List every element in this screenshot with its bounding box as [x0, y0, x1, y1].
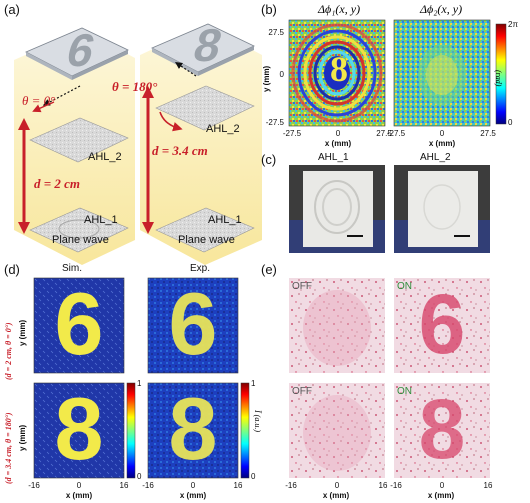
exp-title: Exp. — [190, 263, 211, 274]
stain-digit-8: 8 — [418, 382, 466, 476]
b-ytick-bottom: -27.5 — [265, 118, 284, 127]
exp-colorbar-bottom: 0 — [251, 472, 256, 481]
sim-title: Sim. — [62, 263, 82, 274]
b-ytick-top: 27.5 — [268, 28, 284, 37]
d-exp-xtick-mid: 0 — [190, 481, 196, 490]
panel-label-d: (d) — [4, 262, 20, 277]
exp-map-6 — [147, 277, 239, 374]
phase-map-2-title: Δϕ₂(x, y) — [420, 2, 463, 16]
intensity-colorbar-label: Ī (a.u.) — [253, 410, 262, 432]
sim-colorbar — [126, 382, 136, 479]
b-ytick-mid: 0 — [279, 70, 284, 79]
phase-colorbar — [495, 23, 507, 125]
exp-map-8 — [147, 382, 239, 479]
stain-off-8 — [289, 383, 385, 478]
stain-on-6 — [394, 278, 490, 373]
row2-condition-label: (d = 3.4 cm, θ = 180°) — [4, 412, 13, 484]
b2-xtick-right: 27.5 — [480, 129, 496, 138]
sim-colorbar-top: 1 — [137, 379, 142, 388]
b1-xtick-mid: 0 — [335, 129, 341, 138]
photo-ahl1-title: AHL_1 — [318, 152, 349, 163]
sim-digit-6: 6 — [54, 274, 104, 373]
sim-map-8 — [33, 382, 125, 479]
exp-digit-6: 6 — [168, 274, 218, 373]
b1-xtick-right: 27.5 — [376, 129, 392, 138]
on-label-row1: ON — [397, 281, 412, 292]
row1-condition-label: (d = 2 cm, θ = 0°) — [4, 322, 13, 380]
b1-xtick-left: -27.5 — [282, 129, 302, 138]
off-label-row2: OFF — [292, 386, 312, 397]
d-sim-xlabel: x (mm) — [65, 491, 93, 500]
digit-mask-left: 6 — [61, 24, 101, 76]
phase-map-2 — [393, 19, 491, 127]
plane-wave-right-label: Plane wave — [178, 234, 235, 246]
stain-digit-6: 6 — [418, 277, 466, 371]
stain-on-8 — [394, 383, 490, 478]
panel-label-c: (c) — [261, 152, 277, 167]
b-ylabel: y (mm) — [262, 65, 271, 92]
e-on-xtick-right: 16 — [483, 481, 493, 490]
d-sim-xtick-mid: 0 — [76, 481, 82, 490]
d-exp-xtick-right: 16 — [233, 481, 243, 490]
b2-xtick-left: -27.5 — [386, 129, 406, 138]
e-on-xtick-left: -16 — [390, 481, 402, 490]
b2-xtick-mid: 0 — [439, 129, 445, 138]
exp-colorbar-top: 1 — [251, 379, 256, 388]
photo-ahl1 — [289, 165, 385, 253]
theta-right-label: θ = 180° — [112, 79, 158, 94]
phase-colorbar-bottom: 0 — [508, 118, 513, 127]
photo-ahl2 — [394, 165, 490, 253]
sim-digit-8: 8 — [54, 379, 104, 478]
phase-map-1 — [288, 19, 386, 127]
theta-left-label: θ = 0° — [22, 93, 56, 108]
e-off-xtick-mid: 0 — [334, 481, 340, 490]
d-exp-xtick-left: -16 — [142, 481, 154, 490]
d-row1-ylabel: y (mm) — [18, 319, 27, 346]
d-sim-xtick-left: -16 — [28, 481, 40, 490]
panel-label-a: (a) — [4, 2, 20, 17]
b2-xlabel: x (mm) — [428, 139, 456, 148]
exp-digit-8: 8 — [168, 379, 218, 478]
ahl1-right-label: AHL_1 — [208, 214, 242, 226]
ahl2-right-label: AHL_2 — [206, 123, 240, 135]
phase-colorbar-top: 2π — [508, 20, 518, 29]
b1-xlabel: x (mm) — [324, 139, 352, 148]
d-sim-xtick-right: 16 — [119, 481, 129, 490]
e-off-xlabel: x (mm) — [322, 491, 350, 500]
d-exp-xlabel: x (mm) — [179, 491, 207, 500]
sim-colorbar-bottom: 0 — [137, 472, 142, 481]
exp-colorbar — [240, 382, 250, 479]
distance-left-label: d = 2 cm — [34, 176, 81, 191]
e-off-xtick-left: -16 — [285, 481, 297, 490]
phase-map-1-title: Δϕ₁(x, y) — [318, 2, 361, 16]
sim-map-6 — [33, 277, 125, 374]
e-on-xlabel: x (mm) — [427, 491, 455, 500]
panel-label-e: (e) — [261, 262, 277, 277]
e-on-xtick-mid: 0 — [439, 481, 445, 490]
photo-ahl2-title: AHL_2 — [420, 152, 451, 163]
panel-label-b: (b) — [261, 2, 277, 17]
phase-colorbar-label: (rad) — [494, 70, 503, 87]
ahl2-left-label: AHL_2 — [88, 151, 122, 163]
d-row2-ylabel: y (mm) — [18, 424, 27, 451]
on-label-row2: ON — [397, 386, 412, 397]
panel-a-illustration — [14, 23, 262, 265]
ahl1-left-label: AHL_1 — [84, 214, 118, 226]
phase-map-1-digit: 8 — [330, 49, 348, 89]
plane-wave-left-label: Plane wave — [52, 234, 109, 246]
stain-off-6 — [289, 278, 385, 373]
e-off-xtick-right: 16 — [378, 481, 388, 490]
off-label-row1: OFF — [292, 281, 312, 292]
distance-right-label: d = 3.4 cm — [152, 143, 208, 158]
digit-mask-right: 8 — [188, 19, 228, 71]
